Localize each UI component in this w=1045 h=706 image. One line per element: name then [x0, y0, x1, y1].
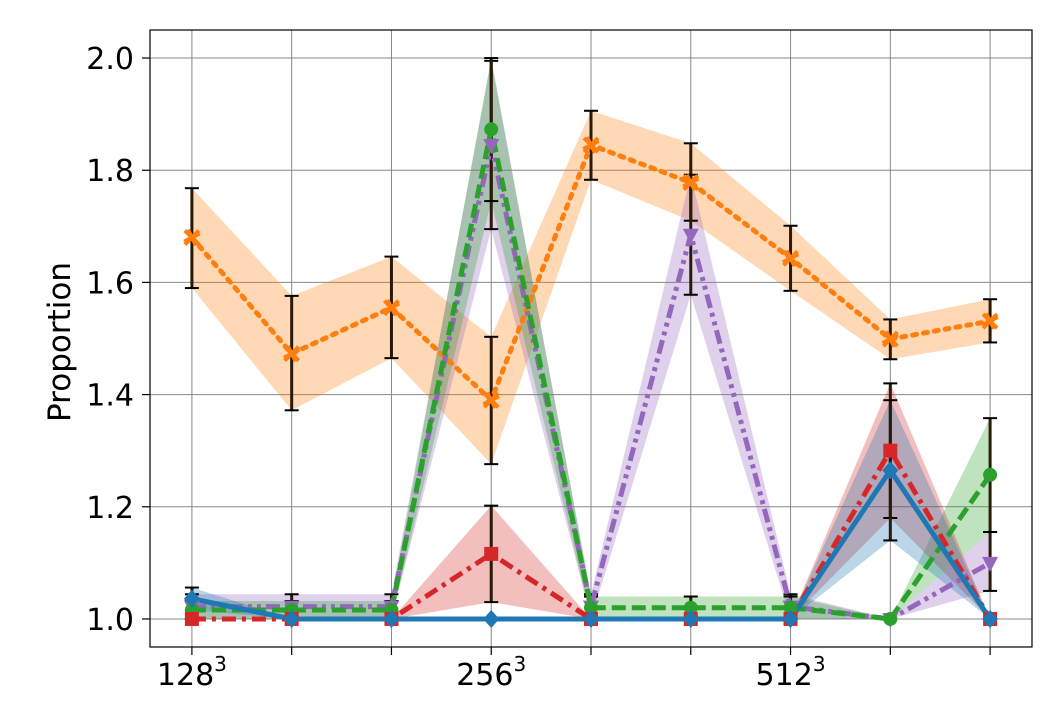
data-point	[383, 299, 400, 317]
data-point	[682, 174, 700, 191]
data-point	[982, 556, 999, 572]
data-point	[584, 600, 598, 615]
x-tick-label: 1283	[157, 652, 227, 693]
data-point	[383, 609, 400, 628]
y-tick-label: 1.4	[86, 379, 134, 414]
data-point	[183, 589, 200, 608]
data-point	[782, 249, 799, 267]
x-tick-label: 2563	[456, 652, 526, 693]
data-point	[484, 122, 499, 137]
data-point	[183, 229, 201, 246]
y-axis: 1.0 1.2 1.4 1.6 1.8 2.0	[86, 42, 150, 638]
data-point	[683, 600, 698, 615]
data-point	[881, 330, 899, 348]
y-axis-label: Proportion	[42, 262, 78, 422]
y-tick-label: 2.0	[86, 42, 134, 77]
data-point	[682, 609, 699, 628]
data-point	[582, 136, 600, 154]
y-tick-label: 1.6	[86, 266, 134, 301]
error-band	[191, 110, 991, 465]
data-point	[184, 611, 199, 626]
error-bands	[191, 58, 991, 619]
data-point	[483, 138, 500, 154]
y-tick-label: 1.8	[86, 154, 134, 189]
data-point	[482, 391, 500, 409]
data-point	[583, 609, 599, 628]
y-tick-label: 1.0	[86, 603, 134, 638]
data-point	[682, 228, 699, 244]
data-point	[283, 345, 301, 363]
data-point	[882, 461, 899, 480]
data-point	[782, 609, 799, 628]
data-point	[981, 312, 999, 330]
data-point	[283, 609, 300, 628]
series-markers	[183, 122, 999, 628]
x-axis: 1283 2563 5123	[157, 647, 991, 693]
data-point	[983, 467, 998, 482]
data-point	[483, 609, 500, 628]
data-point	[484, 546, 499, 561]
y-tick-label: 1.2	[86, 491, 134, 526]
x-tick-label: 5123	[756, 652, 826, 693]
data-point	[883, 611, 898, 626]
data-point	[783, 600, 798, 615]
series-line	[191, 126, 993, 622]
data-point	[883, 443, 898, 458]
data-point	[982, 609, 999, 628]
